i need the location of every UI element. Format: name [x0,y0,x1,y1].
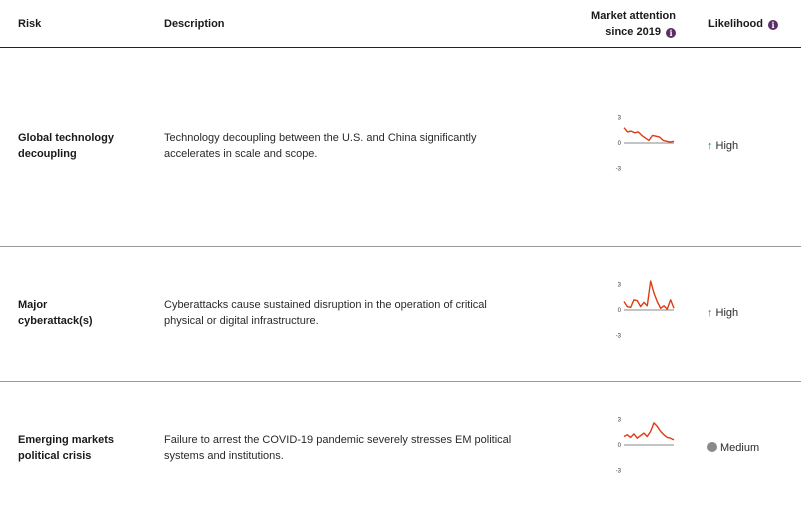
row-divider [0,381,801,382]
y-tick-min: -3 [616,167,622,173]
risk-name-line: Major [18,299,48,311]
arrow-up-icon: ↑ [707,140,713,152]
risk-description: Failure to arrest the COVID-19 pandemic … [164,432,544,464]
info-icon[interactable]: i [666,28,676,38]
y-tick-min: -3 [616,469,622,475]
sparkline-series [623,127,675,143]
column-header-likelihood: Likelihood i [708,16,779,32]
likelihood-value: Medium [707,441,759,455]
table-header: Risk Description Market attention since … [0,0,801,48]
likelihood-label: Likelihood [708,18,763,30]
row-divider [0,246,801,247]
y-tick-zero: 0 [618,308,622,314]
risk-name: Major cyberattack(s) [18,297,148,329]
y-tick-zero: 0 [618,141,622,147]
info-icon[interactable]: i [768,20,779,30]
y-tick-min: -3 [616,334,622,340]
likelihood-text: High [715,307,739,319]
risk-name: Emerging markets political crisis [18,432,148,464]
market-attention-sparkline: 3 0 -3 [616,280,675,340]
risk-name-line: Global technology [18,132,114,144]
likelihood-value: ↑ High [707,139,738,153]
risk-description-line: systems and institutions. [164,450,284,462]
risk-description-line: Cyberattacks cause sustained disruption … [164,299,487,311]
risk-description-line: accelerates in scale and scope. [164,148,318,160]
risk-name-line: decoupling [18,148,77,160]
column-header-description: Description [164,18,225,30]
header-divider [0,47,801,48]
y-tick-zero: 0 [618,443,622,449]
market-attention-sparkline: 3 0 -3 [616,116,675,173]
market-attention-label: Market attention [591,10,676,22]
market-attention-sublabel: since 2019 [605,26,661,38]
table-row: Emerging markets political crisis Failur… [0,381,801,506]
risk-name-line: political crisis [18,450,92,462]
column-header-market-attention: Market attention since 2019 i [560,8,676,40]
y-tick-max: 3 [618,116,622,122]
sparkline-series [623,280,675,310]
likelihood-value: ↑ High [707,306,738,320]
y-tick-max: 3 [618,283,622,289]
risk-description: Technology decoupling between the U.S. a… [164,130,544,162]
market-attention-sparkline: 3 0 -3 [616,418,675,475]
risk-name: Global technology decoupling [18,130,148,162]
likelihood-text: High [715,140,739,152]
y-tick-max: 3 [618,418,622,424]
risk-description: Cyberattacks cause sustained disruption … [164,297,544,329]
gray-dot-icon [707,442,717,452]
column-header-risk: Risk [18,18,42,30]
table-row: Major cyberattack(s) Cyberattacks cause … [0,246,801,382]
risk-name-line: cyberattack(s) [18,315,93,327]
arrow-up-icon: ↑ [707,307,713,319]
risk-name-line: Emerging markets [18,434,114,446]
table-row: Global technology decoupling Technology … [0,48,801,247]
sparkline-series [623,422,675,441]
risk-description-line: physical or digital infrastructure. [164,315,319,327]
risk-description-line: Technology decoupling between the U.S. a… [164,132,477,144]
likelihood-text: Medium [720,442,760,454]
risk-description-line: Failure to arrest the COVID-19 pandemic … [164,434,512,446]
